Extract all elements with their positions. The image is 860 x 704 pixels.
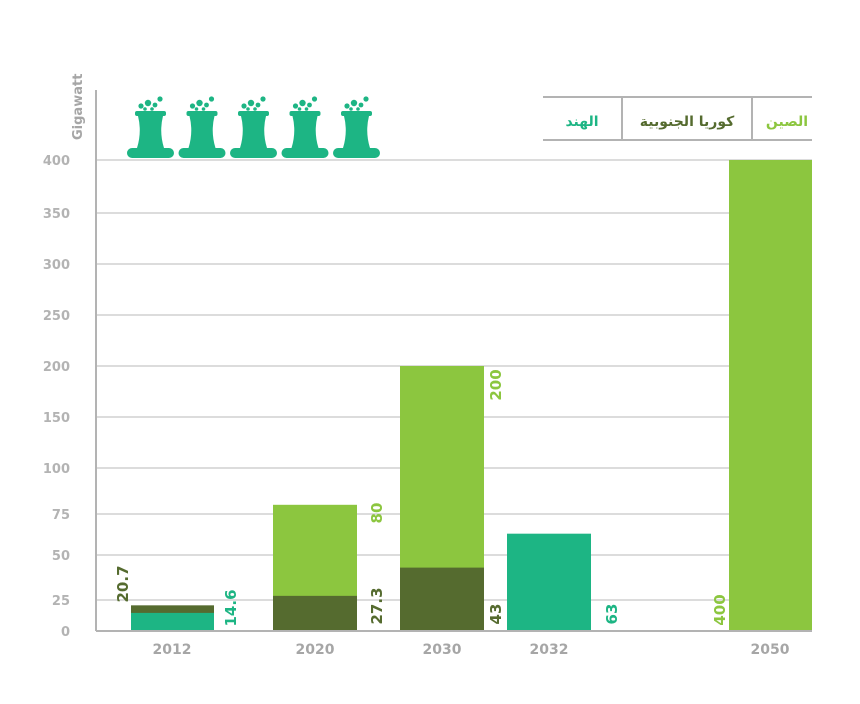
legend-entry[interactable]: الصين (766, 114, 808, 130)
y-tick-label: 400 (43, 154, 70, 169)
nuclear-cooling-tower-icon (281, 96, 329, 158)
data-label: 43 (487, 604, 505, 625)
y-axis-label: Gigawatt (71, 74, 86, 140)
y-tick-label: 100 (43, 462, 70, 477)
nuclear-cooling-tower-icon (178, 96, 226, 158)
bar (729, 160, 812, 631)
x-tick-label: 2050 (751, 642, 790, 658)
icon-row (127, 96, 380, 158)
data-label: 20.7 (114, 565, 132, 602)
data-label: 400 (711, 594, 729, 625)
x-tick-label: 2030 (423, 642, 462, 658)
legend[interactable]: الصين كوريا الجنوبية الهند (543, 96, 812, 141)
data-label: 80 (368, 503, 386, 524)
y-tick-label: 25 (52, 594, 70, 609)
y-tick-label: 50 (52, 549, 70, 564)
bars (131, 160, 812, 631)
y-tick-label: 75 (52, 508, 70, 523)
bar (507, 533, 591, 631)
y-tick-label: 150 (43, 411, 70, 426)
axes: 0 25 50 75 100 150 200 250 300 350 400 2012 2020 2030… (43, 90, 812, 658)
legend-entry[interactable]: الهند (565, 114, 598, 130)
y-tick-label: 250 (43, 309, 70, 324)
nuclear-cooling-tower-icon (333, 96, 380, 158)
legend-entry[interactable]: كوريا الجنوبية (640, 114, 735, 130)
x-tick-label: 2032 (530, 642, 569, 658)
data-label: 63 (603, 604, 621, 625)
y-tick-label: 300 (43, 258, 70, 273)
nuclear-cooling-tower-icon (230, 96, 277, 158)
data-label: 27.3 (368, 587, 386, 624)
data-label: 14.6 (222, 589, 240, 626)
y-tick-label: 200 (43, 360, 70, 375)
bar (273, 595, 357, 631)
x-tick-label: 2012 (153, 642, 192, 658)
data-labels: 20.7 14.6 80 27.3 200 43 63 400 (114, 369, 729, 626)
bar (131, 612, 214, 631)
y-tick-label: 0 (61, 625, 70, 640)
bar (400, 567, 484, 631)
nuclear-cooling-tower-icon (127, 96, 174, 158)
y-tick-label: 350 (43, 207, 70, 222)
data-label: 200 (487, 369, 505, 400)
x-tick-label: 2020 (296, 642, 335, 658)
